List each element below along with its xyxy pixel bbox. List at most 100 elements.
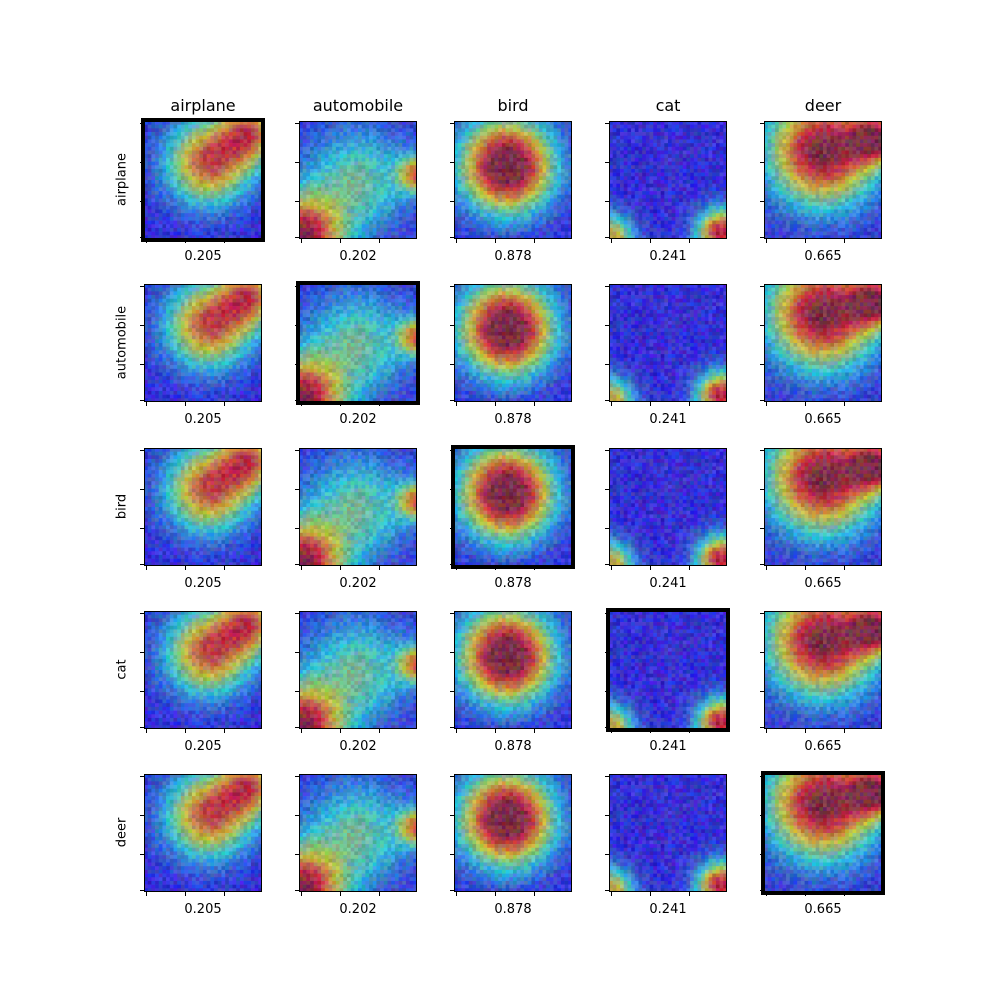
x-tick <box>224 239 226 243</box>
x-tick <box>805 239 807 243</box>
heatmap-image <box>299 611 417 729</box>
y-tick <box>760 890 764 892</box>
x-tick <box>766 892 768 896</box>
x-tick <box>534 239 536 243</box>
x-tick <box>379 729 381 733</box>
panel-score: 0.241 <box>608 412 728 427</box>
panel-score: 0.241 <box>608 739 728 754</box>
y-tick <box>605 324 609 326</box>
x-tick <box>805 892 807 896</box>
heatmap-panel <box>299 121 417 239</box>
y-tick <box>760 727 764 729</box>
y-tick <box>295 400 299 402</box>
x-tick <box>689 729 691 733</box>
x-tick <box>650 892 652 896</box>
x-tick <box>689 566 691 570</box>
y-tick <box>605 690 609 692</box>
y-tick <box>760 776 764 777</box>
heatmap-panel <box>764 448 882 566</box>
y-tick <box>295 488 299 490</box>
x-tick <box>224 729 226 733</box>
heatmap-image <box>764 774 882 892</box>
heatmap-image <box>764 448 882 566</box>
y-tick <box>295 324 299 326</box>
y-tick <box>450 613 454 614</box>
x-tick <box>185 892 187 896</box>
x-tick <box>650 729 652 733</box>
y-tick <box>760 123 764 124</box>
x-tick <box>224 892 226 896</box>
heatmap-image <box>144 284 262 402</box>
y-tick <box>140 237 144 239</box>
y-tick <box>450 161 454 163</box>
y-tick <box>760 363 764 365</box>
x-tick <box>689 402 691 406</box>
y-tick <box>605 363 609 365</box>
y-tick <box>450 853 454 855</box>
x-tick <box>301 402 303 406</box>
heatmap-panel <box>454 121 572 239</box>
panel-score: 0.878 <box>453 739 573 754</box>
x-tick <box>650 566 652 570</box>
y-tick <box>140 613 144 614</box>
heatmap-panel <box>451 445 575 569</box>
y-tick <box>760 613 764 614</box>
row-label: airplane <box>115 120 130 240</box>
y-tick <box>295 161 299 163</box>
x-tick <box>456 566 458 570</box>
heatmap-image <box>609 121 727 239</box>
y-tick <box>295 200 299 202</box>
y-tick <box>295 363 299 365</box>
heatmap-panel <box>764 611 882 729</box>
panel-score: 0.205 <box>143 249 263 264</box>
x-tick <box>340 729 342 733</box>
heatmap-panel <box>144 611 262 729</box>
y-tick <box>760 200 764 202</box>
heatmap-image <box>144 448 262 566</box>
x-tick <box>224 566 226 570</box>
y-tick <box>605 613 609 614</box>
y-tick <box>450 200 454 202</box>
panel-score: 0.205 <box>143 412 263 427</box>
x-tick <box>185 402 187 406</box>
x-tick <box>379 892 381 896</box>
row-label: bird <box>115 447 130 567</box>
y-tick <box>295 853 299 855</box>
heatmap-panel <box>144 774 262 892</box>
row-label: cat <box>115 610 130 730</box>
x-tick <box>650 239 652 243</box>
y-tick <box>760 400 764 402</box>
y-tick <box>140 564 144 566</box>
heatmap-panel <box>454 284 572 402</box>
y-tick <box>605 161 609 163</box>
panel-score: 0.665 <box>763 412 883 427</box>
x-tick <box>146 402 148 406</box>
heatmap-image <box>299 448 417 566</box>
y-tick <box>450 776 454 777</box>
y-tick <box>760 237 764 239</box>
heatmap-panel <box>144 284 262 402</box>
x-tick <box>185 566 187 570</box>
y-tick <box>140 727 144 729</box>
x-tick <box>534 729 536 733</box>
panel-score: 0.665 <box>763 739 883 754</box>
heatmap-panel <box>609 774 727 892</box>
x-tick <box>805 566 807 570</box>
x-tick <box>766 729 768 733</box>
column-title: cat <box>588 96 748 115</box>
y-tick <box>140 527 144 529</box>
y-tick <box>760 324 764 326</box>
y-tick <box>295 651 299 653</box>
heatmap-image <box>609 448 727 566</box>
heatmap-image <box>609 611 727 729</box>
x-tick <box>146 239 148 243</box>
y-tick <box>760 853 764 855</box>
y-tick <box>295 527 299 529</box>
y-tick <box>295 776 299 777</box>
panel-score: 0.202 <box>298 576 418 591</box>
y-tick <box>760 286 764 287</box>
y-tick <box>450 363 454 365</box>
heatmap-panel <box>296 281 420 405</box>
y-tick <box>140 324 144 326</box>
y-tick <box>140 286 144 287</box>
